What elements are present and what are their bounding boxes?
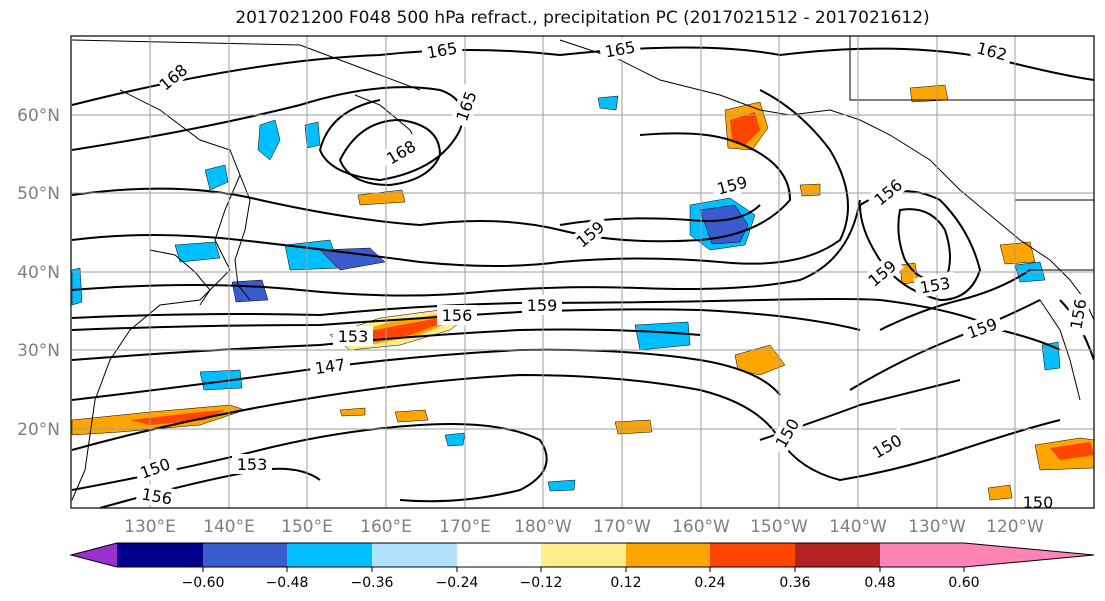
contour-label: 159: [527, 296, 558, 315]
colorbar-tick-label: −0.12: [520, 575, 563, 591]
colorbar-segment: [203, 543, 287, 567]
colorbar-segment: [880, 543, 964, 567]
lon-label: 140°W: [829, 517, 887, 537]
lat-label: 30°N: [17, 341, 60, 361]
lon-label: 160°E: [360, 517, 412, 537]
lon-label: 130°E: [124, 517, 176, 537]
longitude-labels: 130°E 140°E 150°E 160°E 170°E 180°W 170°…: [124, 517, 1044, 537]
precip-shading: [71, 84, 1094, 501]
contour-label: 147: [314, 355, 347, 378]
colorbar-segment: [795, 543, 880, 567]
lon-label: 140°E: [203, 517, 255, 537]
lat-label: 20°N: [17, 420, 60, 440]
colorbar-segment: [710, 543, 795, 567]
colorbar-tick-label: −0.24: [436, 575, 479, 591]
colorbar-tick-label: 0.60: [948, 575, 979, 591]
colorbar-tick-label: −0.48: [266, 575, 309, 591]
graticule: [71, 36, 1094, 508]
colorbar-segment: [457, 543, 541, 567]
coastlines: [71, 36, 1094, 501]
lon-label: 150°W: [750, 517, 808, 537]
colorbar-segment: [964, 543, 1094, 567]
latitude-labels: 20°N 30°N 40°N 50°N 60°N: [17, 106, 60, 440]
colorbar: −0.60 −0.48 −0.36 −0.24 −0.12 0.12 0.24 …: [69, 542, 1095, 591]
colorbar-tick-label: −0.36: [351, 575, 394, 591]
colorbar-segment: [626, 543, 710, 567]
lon-label: 170°E: [439, 517, 491, 537]
colorbar-segment: [117, 543, 203, 567]
colorbar-segment: [372, 543, 457, 567]
lat-label: 60°N: [17, 106, 60, 126]
lat-label: 50°N: [17, 184, 60, 204]
contour-label: 153: [237, 455, 268, 474]
colorbar-tick-label: 0.48: [864, 575, 895, 591]
map-title: 2017021200 F048 500 hPa refract., precip…: [235, 8, 930, 28]
colorbar-tick-label: 0.36: [779, 575, 810, 591]
colorbar-segment: [71, 543, 117, 567]
lon-label: 160°W: [672, 517, 730, 537]
lon-label: 170°W: [593, 517, 651, 537]
colorbar-tick-label: 0.24: [694, 575, 725, 591]
lon-label: 120°W: [986, 517, 1044, 537]
lon-label: 130°W: [908, 517, 966, 537]
colorbar-segment: [541, 543, 626, 567]
colorbar-tick-label: 0.12: [610, 575, 641, 591]
contour-label: 153: [338, 327, 369, 346]
lon-label: 150°E: [281, 517, 333, 537]
plot-frame: [70, 35, 1095, 509]
contour-label: 150: [1023, 493, 1054, 512]
lat-label: 40°N: [17, 263, 60, 283]
colorbar-outline: [69, 542, 1095, 568]
contour-label: 156: [442, 306, 473, 325]
lon-label: 180°W: [514, 517, 572, 537]
colorbar-segment: [287, 543, 372, 567]
colorbar-tick-label: −0.60: [182, 575, 225, 591]
contour-label: 156: [140, 484, 173, 508]
